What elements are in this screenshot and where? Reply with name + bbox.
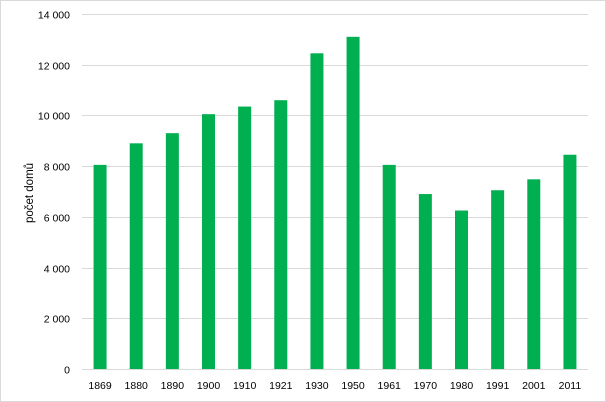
x-category-label: 2001	[522, 380, 546, 392]
bar-1869	[93, 164, 107, 369]
bar-1991	[491, 190, 505, 369]
x-category-label: 1991	[486, 380, 510, 392]
bar-1910	[238, 106, 252, 370]
x-category-label: 1961	[378, 380, 402, 392]
y-tick-label: 4 000	[44, 264, 70, 276]
y-tick-label: 6 000	[44, 213, 70, 225]
x-category-label: 1930	[305, 380, 329, 392]
x-category-label: 1910	[233, 380, 257, 392]
y-axis-title: počet domů	[24, 163, 36, 223]
y-tick-label: 14 000	[38, 10, 70, 22]
y-tick-label: 2 000	[44, 314, 70, 326]
bar-1930	[310, 53, 324, 370]
bar-1970	[418, 194, 432, 369]
y-axis-ticks: 0 2 000 4 000 6 000 8 000 10 000 12 000 14 000	[38, 10, 70, 377]
x-category-label: 1900	[197, 380, 221, 392]
bar-1900	[202, 114, 215, 369]
x-category-label: 1980	[450, 380, 474, 392]
x-category-label: 1950	[341, 380, 365, 392]
bar-1950	[346, 36, 360, 369]
gridlines	[82, 14, 588, 370]
y-tick-label: 10 000	[38, 111, 70, 123]
bar-1890	[165, 133, 179, 369]
x-category-label: 1880	[125, 380, 149, 392]
x-category-label: 2011	[559, 380, 582, 392]
y-tick-label: 12 000	[38, 61, 70, 73]
bar-1880	[129, 143, 143, 369]
x-category-label: 1921	[269, 380, 293, 392]
bar-1980	[455, 210, 468, 369]
bar-1961	[382, 164, 396, 369]
bar-2011	[563, 154, 577, 369]
x-axis-categories: 1869 1880 1890 1900 1910 1921 1930 1950 1961 1970…	[88, 380, 581, 392]
bar-2001	[527, 179, 541, 369]
x-category-label: 1869	[88, 380, 112, 392]
y-tick-label: 0	[64, 365, 70, 377]
y-tick-label: 8 000	[44, 162, 70, 174]
x-category-label: 1970	[414, 380, 438, 392]
bars	[93, 36, 577, 370]
bar-1921	[274, 100, 288, 370]
x-category-label: 1890	[161, 380, 185, 392]
